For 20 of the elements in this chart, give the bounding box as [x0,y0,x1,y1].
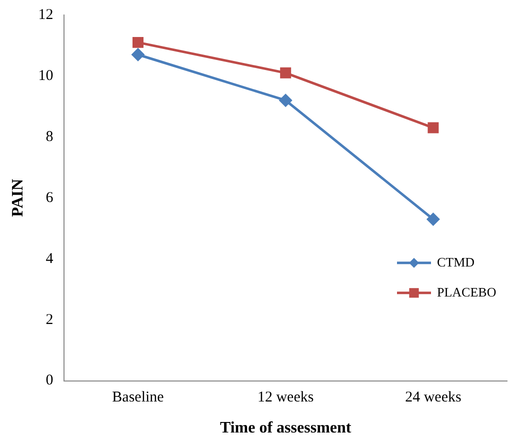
y-tick-label: 0 [46,372,54,389]
y-axis-title: PAIN [10,178,27,217]
y-tick-label: 12 [38,6,54,23]
x-tick-label: Baseline [112,390,164,406]
y-tick-label: 10 [38,68,54,84]
y-tick-label: 8 [46,128,54,145]
point [280,67,292,78]
x-tick-label: 12 weeks [257,390,314,406]
x-tick-label: 24 weeks [405,390,462,406]
y-tick-label: 6 [46,190,54,206]
point [132,48,144,61]
legend-label: PLACEBO [437,284,496,300]
y-tick-label: 2 [46,312,54,328]
point [428,122,439,134]
point [132,36,144,48]
y-tick-label: 4 [46,250,54,267]
point [426,212,440,226]
legend-label: CTMD [437,254,475,270]
x-axis-title: Time of assessment [220,420,352,437]
point [279,94,292,107]
